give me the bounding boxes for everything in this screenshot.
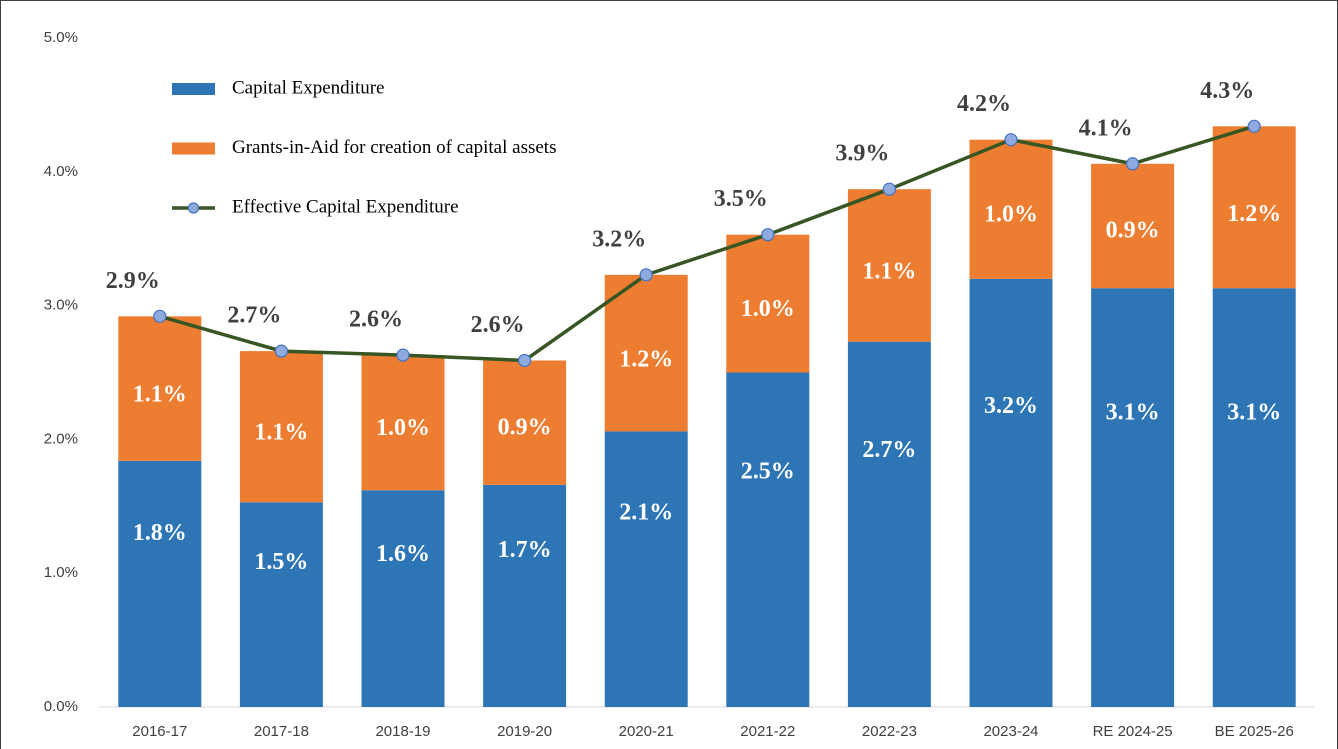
y-tick-label: 5.0% — [44, 29, 78, 46]
y-tick-label: 0.0% — [44, 698, 78, 715]
x-tick-label: 2021-22 — [740, 723, 795, 740]
data-label: 1.0% — [741, 296, 795, 322]
line-marker — [639, 268, 653, 282]
line-marker — [153, 309, 167, 323]
data-label: 1.0% — [984, 202, 1038, 228]
bar-segment — [361, 355, 445, 491]
data-label: 0.9% — [1106, 218, 1160, 244]
legend-swatch — [172, 142, 215, 155]
bar-segment — [118, 316, 202, 461]
data-label: 1.7% — [498, 537, 552, 563]
data-label: 2.1% — [619, 500, 673, 526]
data-label: 2.9% — [106, 268, 160, 294]
y-tick-label: 3.0% — [44, 297, 78, 314]
line-marker — [1004, 133, 1018, 147]
bar-segment — [604, 431, 688, 707]
legend-swatch — [187, 202, 200, 214]
bar-segment — [1091, 163, 1175, 289]
x-tick-label: 2019-20 — [497, 723, 552, 740]
y-tick-label: 2.0% — [44, 430, 78, 447]
x-tick-label: 2022-23 — [862, 723, 917, 740]
data-label: 3.9% — [835, 141, 889, 167]
data-label: 1.5% — [254, 549, 308, 575]
data-label: 2.6% — [471, 312, 525, 338]
bar-segment — [361, 490, 445, 707]
legend-swatch — [172, 83, 215, 95]
legend-label: Capital Expenditure — [232, 77, 384, 98]
bar-segment — [483, 360, 567, 485]
x-tick-label: 2017-18 — [254, 723, 309, 740]
data-label: 1.2% — [619, 346, 673, 372]
bar-segment — [1091, 288, 1175, 707]
x-tick-label: 2023-24 — [983, 723, 1038, 740]
bar-segment — [969, 278, 1053, 707]
bar-segment — [604, 274, 688, 432]
y-tick-label: 1.0% — [44, 564, 78, 581]
data-label: 3.2% — [984, 393, 1038, 419]
bar-segment — [239, 502, 323, 707]
y-tick-label: 4.0% — [44, 163, 78, 180]
data-label: 4.3% — [1200, 78, 1254, 104]
bar-segment — [239, 351, 323, 503]
line-marker — [396, 348, 410, 362]
data-label: 3.1% — [1106, 399, 1160, 425]
bar-segment — [726, 372, 810, 707]
data-label: 0.9% — [498, 414, 552, 440]
data-label: 3.2% — [592, 226, 646, 252]
x-tick-label: BE 2025-26 — [1215, 723, 1294, 740]
legend-label: Grants-in-Aid for creation of capital as… — [232, 137, 556, 158]
line-marker — [517, 353, 532, 368]
legend-label: Effective Capital Expenditure — [232, 196, 459, 217]
bar-segment — [969, 139, 1053, 279]
data-label: 1.1% — [254, 420, 308, 446]
x-tick-label: 2020-21 — [619, 723, 674, 740]
bar-segment — [483, 484, 567, 707]
line-marker — [274, 344, 288, 358]
data-label: 1.1% — [133, 381, 187, 407]
bar-segment — [1212, 288, 1296, 707]
bar-segment — [118, 460, 202, 707]
x-tick-label: RE 2024-25 — [1093, 723, 1173, 740]
line-marker — [761, 228, 775, 242]
data-label: 1.8% — [133, 520, 187, 546]
line-marker — [1247, 119, 1261, 133]
bar-segment — [726, 234, 810, 373]
data-label: 2.6% — [349, 307, 403, 333]
line — [159, 124, 1255, 363]
data-label: 4.2% — [957, 91, 1011, 117]
line-marker — [882, 182, 897, 196]
line-marker — [1125, 157, 1140, 171]
data-label: 4.1% — [1079, 115, 1133, 141]
x-tick-label: 2016-17 — [132, 723, 187, 740]
data-label: 3.5% — [714, 186, 768, 212]
bar-segment — [847, 189, 931, 342]
data-label: 3.1% — [1227, 399, 1281, 425]
data-label: 2.7% — [227, 303, 281, 329]
x-tick-label: 2018-19 — [375, 723, 430, 740]
data-label: 1.1% — [862, 259, 916, 285]
data-label: 2.5% — [741, 458, 795, 484]
data-label: 2.7% — [862, 437, 916, 463]
bar-segment — [1212, 126, 1296, 289]
data-label: 1.6% — [376, 541, 430, 567]
data-label: 1.0% — [376, 415, 430, 441]
data-label: 1.2% — [1227, 201, 1281, 227]
bar-segment — [847, 341, 931, 707]
